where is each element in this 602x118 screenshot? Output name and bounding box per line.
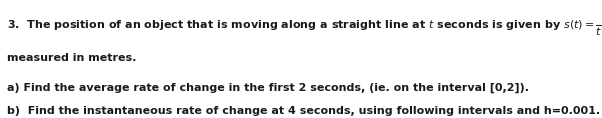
Text: 3.  The position of an object that is moving along a straight line at $t$ second: 3. The position of an object that is mov… bbox=[7, 14, 602, 38]
Text: a) Find the average rate of change in the first 2 seconds, (ie. on the interval : a) Find the average rate of change in th… bbox=[7, 83, 529, 93]
Text: b)  Find the instantaneous rate of change at 4 seconds, using following interval: b) Find the instantaneous rate of change… bbox=[7, 106, 600, 116]
Text: measured in metres.: measured in metres. bbox=[7, 53, 137, 63]
